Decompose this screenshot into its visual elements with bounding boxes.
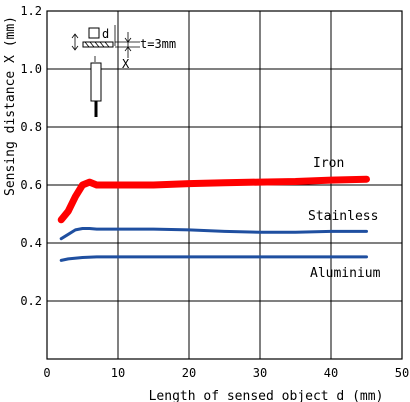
y-axis-label: Sensing distance X (mm) <box>3 16 18 196</box>
y-tick-label: 1.0 <box>20 62 42 76</box>
x-tick-labels: 0 10 20 30 40 50 <box>43 366 409 380</box>
x-tick-label: 0 <box>43 366 50 380</box>
target-square-icon <box>88 27 100 39</box>
x-tick-label: 10 <box>111 366 125 380</box>
x-tick-label: 20 <box>182 366 196 380</box>
data-series <box>57 175 370 262</box>
label-thickness: t=3mm <box>140 37 176 51</box>
series-labels: Iron Stainless Aluminium <box>308 156 381 281</box>
x-axis-label: Length of sensed object d (mm) <box>149 389 384 402</box>
series-label-iron: Iron <box>313 156 344 171</box>
x-tick-label: 50 <box>395 366 409 380</box>
grid-lines <box>47 11 402 359</box>
series-label-aluminium: Aluminium <box>310 266 381 281</box>
target-plate <box>82 41 114 48</box>
series-line-aluminium <box>59 255 368 262</box>
label-d: d <box>102 27 109 41</box>
series-label-stainless: Stainless <box>308 209 378 224</box>
sensor-diagram: d t=3mm X <box>71 25 176 117</box>
y-tick-label: 1.2 <box>20 4 42 18</box>
y-tick-label: 0.6 <box>20 178 42 192</box>
y-tick-label: 0.2 <box>20 294 42 308</box>
y-tick-label: 0.4 <box>20 236 42 250</box>
x-tick-label: 30 <box>253 366 267 380</box>
series-line-stainless <box>59 227 368 241</box>
series-line-iron <box>57 175 370 224</box>
y-tick-label: 0.8 <box>20 120 42 134</box>
x-tick-label: 40 <box>324 366 338 380</box>
y-tick-labels: 0.2 0.4 0.6 0.8 1.0 1.2 <box>20 4 42 308</box>
sensor-body <box>90 62 102 102</box>
label-x: X <box>122 57 130 71</box>
